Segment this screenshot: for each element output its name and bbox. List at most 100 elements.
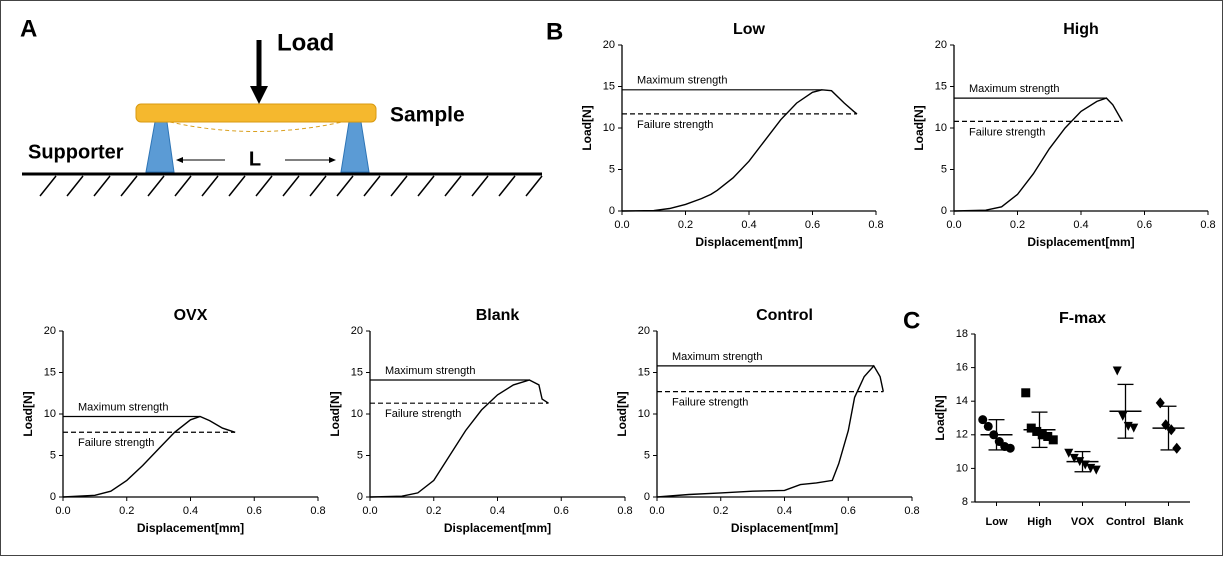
span-label: L (249, 148, 261, 170)
reference-label: Failure strength (385, 408, 461, 420)
hatch (444, 175, 462, 197)
data-point (1129, 423, 1139, 433)
y-tick-label: 14 (956, 395, 968, 407)
y-tick-label: 5 (50, 449, 56, 461)
reference-label: Failure strength (78, 437, 154, 449)
hatch (309, 175, 327, 197)
y-tick-label: 0 (357, 491, 363, 503)
x-tick-label: High (1027, 516, 1052, 528)
x-tick-label: 0.6 (841, 505, 856, 517)
data-point (978, 415, 988, 425)
x-tick-label: Low (986, 516, 1008, 528)
y-tick-label: 20 (351, 325, 363, 337)
hatch (174, 175, 192, 197)
data-line (62, 415, 236, 498)
y-tick-label: 16 (956, 362, 968, 374)
y-tick-label: 10 (956, 462, 968, 474)
span-arrowhead (176, 157, 183, 163)
y-tick-label: 18 (956, 328, 968, 340)
chart-title: Control (756, 307, 813, 324)
y-tick-label: 10 (351, 408, 363, 420)
y-tick-label: 0 (50, 491, 56, 503)
x-tick-label: 0.4 (490, 505, 505, 517)
x-tick-label: 0.8 (310, 505, 325, 517)
x-axis-label: Displacement[mm] (695, 235, 802, 249)
y-tick-label: 15 (603, 80, 615, 92)
hatch (228, 175, 246, 197)
data-point (983, 421, 993, 431)
x-tick-label: 0.0 (362, 505, 377, 517)
chart-title: Blank (476, 307, 520, 324)
data-point (1032, 426, 1042, 436)
reference-label: Maximum strength (969, 83, 1059, 95)
panel-label: C (903, 307, 920, 334)
hatch (201, 175, 219, 197)
y-tick-label: 5 (609, 163, 615, 175)
y-tick-label: 12 (956, 429, 968, 441)
hatch (147, 175, 165, 197)
hatch (39, 175, 57, 197)
data-line (953, 97, 1123, 212)
x-tick-label: 0.2 (1010, 219, 1025, 231)
x-tick-label: 0.6 (554, 505, 569, 517)
hatch (390, 175, 408, 197)
y-axis-label: Load[N] (615, 391, 629, 436)
diagram: A Load Sample Supporter L (20, 15, 542, 176)
data-point (1005, 443, 1015, 453)
x-tick-label: 0.0 (55, 505, 70, 517)
hatch (363, 175, 381, 197)
y-tick-label: 10 (603, 122, 615, 134)
panel-label: A (20, 15, 37, 42)
x-tick-label: 0.8 (1200, 219, 1215, 231)
y-tick-label: 0 (644, 491, 650, 503)
y-tick-label: 10 (935, 122, 947, 134)
y-tick-label: 0 (609, 205, 615, 217)
data-line (369, 379, 549, 498)
hatch (120, 175, 138, 197)
reference-label: Failure strength (637, 119, 713, 131)
y-axis-label: Load[N] (328, 391, 342, 436)
data-point (1112, 366, 1122, 376)
y-tick-label: 5 (357, 449, 363, 461)
x-tick-label: 0.0 (649, 505, 664, 517)
hatch (93, 175, 111, 197)
load-arrowhead (250, 86, 268, 104)
x-tick-label: 0.0 (946, 219, 961, 231)
data-point (1043, 431, 1053, 441)
data-point (1172, 442, 1182, 454)
reference-label: Maximum strength (78, 401, 168, 413)
chart-title: Low (733, 21, 766, 38)
data-point (1026, 423, 1036, 433)
load-label: Load (277, 29, 334, 56)
panel-label: B (546, 18, 563, 45)
y-tick-label: 15 (44, 366, 56, 378)
data-point (1048, 435, 1058, 445)
x-axis-label: Displacement[mm] (1027, 235, 1134, 249)
data-point (1091, 465, 1101, 475)
hatch (498, 175, 516, 197)
y-tick-label: 15 (351, 366, 363, 378)
sample-label: Sample (390, 104, 465, 127)
x-axis-label: Displacement[mm] (444, 521, 551, 535)
x-axis-label: Displacement[mm] (731, 521, 838, 535)
x-tick-label: Control (1106, 516, 1145, 528)
data-line (656, 364, 884, 498)
x-tick-label: 0.8 (617, 505, 632, 517)
reference-label: Maximum strength (672, 351, 762, 363)
reference-label: Failure strength (969, 126, 1045, 138)
x-tick-label: VOX (1071, 516, 1095, 528)
x-tick-label: 0.4 (741, 219, 756, 231)
x-tick-label: 0.2 (119, 505, 134, 517)
y-axis-label: Load[N] (933, 395, 947, 440)
x-tick-label: Blank (1154, 516, 1185, 528)
x-axis-label: Displacement[mm] (137, 521, 244, 535)
supporter-label: Supporter (28, 141, 124, 163)
x-tick-label: 0.2 (713, 505, 728, 517)
hatch (417, 175, 435, 197)
y-axis-label: Load[N] (21, 391, 35, 436)
y-tick-label: 10 (638, 408, 650, 420)
hatch (66, 175, 84, 197)
reference-label: Maximum strength (637, 75, 727, 87)
y-tick-label: 20 (44, 325, 56, 337)
